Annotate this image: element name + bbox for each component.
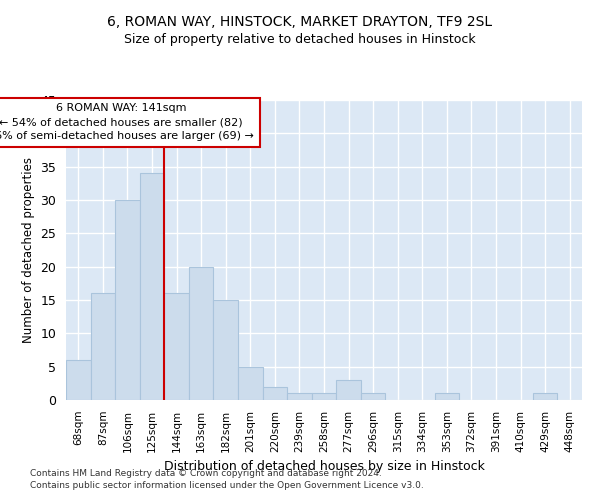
- Bar: [214, 300, 238, 400]
- X-axis label: Distribution of detached houses by size in Hinstock: Distribution of detached houses by size …: [164, 460, 484, 473]
- Bar: [336, 380, 361, 400]
- Bar: [533, 394, 557, 400]
- Bar: [287, 394, 312, 400]
- Bar: [91, 294, 115, 400]
- Bar: [434, 394, 459, 400]
- Text: 6 ROMAN WAY: 141sqm
← 54% of detached houses are smaller (82)
46% of semi-detach: 6 ROMAN WAY: 141sqm ← 54% of detached ho…: [0, 104, 254, 142]
- Bar: [189, 266, 214, 400]
- Text: Contains public sector information licensed under the Open Government Licence v3: Contains public sector information licen…: [30, 481, 424, 490]
- Text: 6, ROMAN WAY, HINSTOCK, MARKET DRAYTON, TF9 2SL: 6, ROMAN WAY, HINSTOCK, MARKET DRAYTON, …: [107, 15, 493, 29]
- Text: Contains HM Land Registry data © Crown copyright and database right 2024.: Contains HM Land Registry data © Crown c…: [30, 468, 382, 477]
- Bar: [312, 394, 336, 400]
- Bar: [66, 360, 91, 400]
- Text: Size of property relative to detached houses in Hinstock: Size of property relative to detached ho…: [124, 32, 476, 46]
- Bar: [361, 394, 385, 400]
- Bar: [164, 294, 189, 400]
- Bar: [238, 366, 263, 400]
- Bar: [263, 386, 287, 400]
- Bar: [115, 200, 140, 400]
- Y-axis label: Number of detached properties: Number of detached properties: [22, 157, 35, 343]
- Bar: [140, 174, 164, 400]
